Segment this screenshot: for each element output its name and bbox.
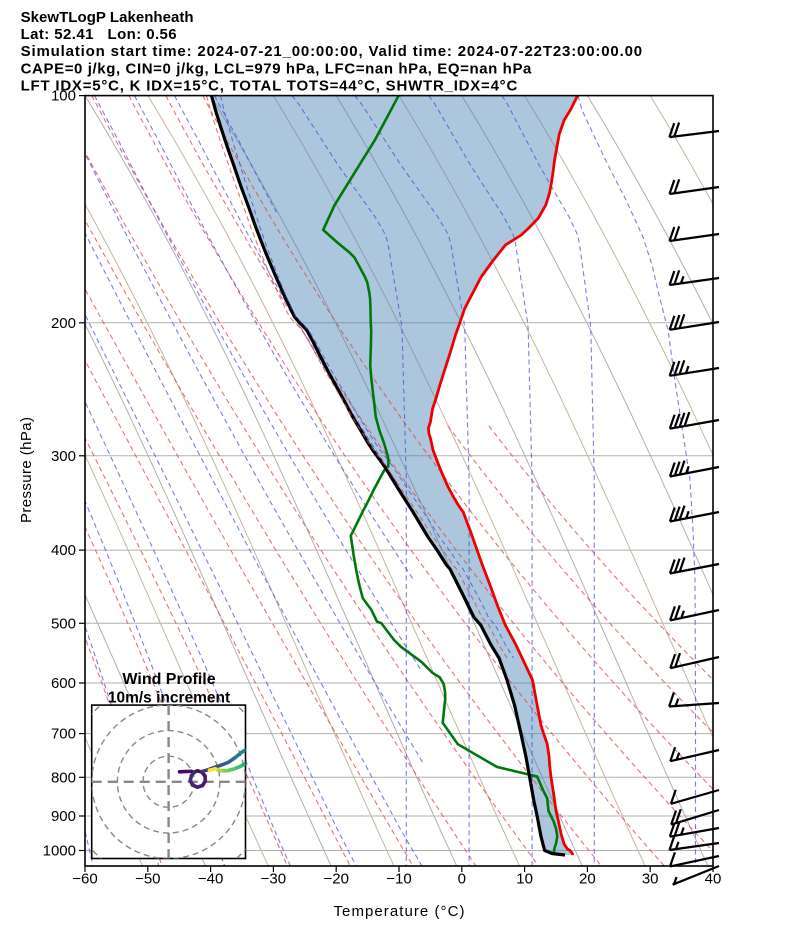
svg-text:SkewTLogP Lakenheath: SkewTLogP Lakenheath <box>21 9 194 26</box>
svg-text:10: 10 <box>516 871 533 888</box>
svg-text:0: 0 <box>458 871 466 888</box>
svg-text:−60: −60 <box>72 871 97 888</box>
svg-text:Wind Profile: Wind Profile <box>122 671 215 688</box>
svg-text:Lat: 52.41 Lon: 0.56: Lat: 52.41 Lon: 0.56 <box>21 26 177 43</box>
svg-text:400: 400 <box>51 542 76 559</box>
svg-text:800: 800 <box>51 769 76 786</box>
svg-text:200: 200 <box>51 315 76 332</box>
svg-text:LFT IDX=5°C, K IDX=15°C, TOTAL: LFT IDX=5°C, K IDX=15°C, TOTAL TOTS=44°C… <box>21 78 518 95</box>
svg-text:40: 40 <box>705 871 722 888</box>
svg-text:10m/s increment: 10m/s increment <box>108 690 230 707</box>
svg-text:20: 20 <box>579 871 596 888</box>
svg-text:700: 700 <box>51 726 76 743</box>
svg-text:−10: −10 <box>386 871 411 888</box>
svg-text:−50: −50 <box>135 871 160 888</box>
svg-text:1000: 1000 <box>43 843 76 860</box>
svg-text:900: 900 <box>51 808 76 825</box>
svg-text:500: 500 <box>51 615 76 632</box>
svg-text:30: 30 <box>642 871 659 888</box>
svg-text:600: 600 <box>51 675 76 692</box>
svg-text:Simulation start time: 2024-07: Simulation start time: 2024-07-21_00:00:… <box>21 43 642 60</box>
svg-text:300: 300 <box>51 448 76 465</box>
svg-text:−20: −20 <box>323 871 348 888</box>
svg-text:Pressure (hPa): Pressure (hPa) <box>18 417 35 523</box>
svg-text:−40: −40 <box>198 871 223 888</box>
svg-text:−30: −30 <box>261 871 286 888</box>
svg-text:CAPE=0 j/kg, CIN=0 j/kg, LCL=9: CAPE=0 j/kg, CIN=0 j/kg, LCL=979 hPa, LF… <box>21 60 532 77</box>
svg-text:Temperature (°C): Temperature (°C) <box>334 903 465 920</box>
